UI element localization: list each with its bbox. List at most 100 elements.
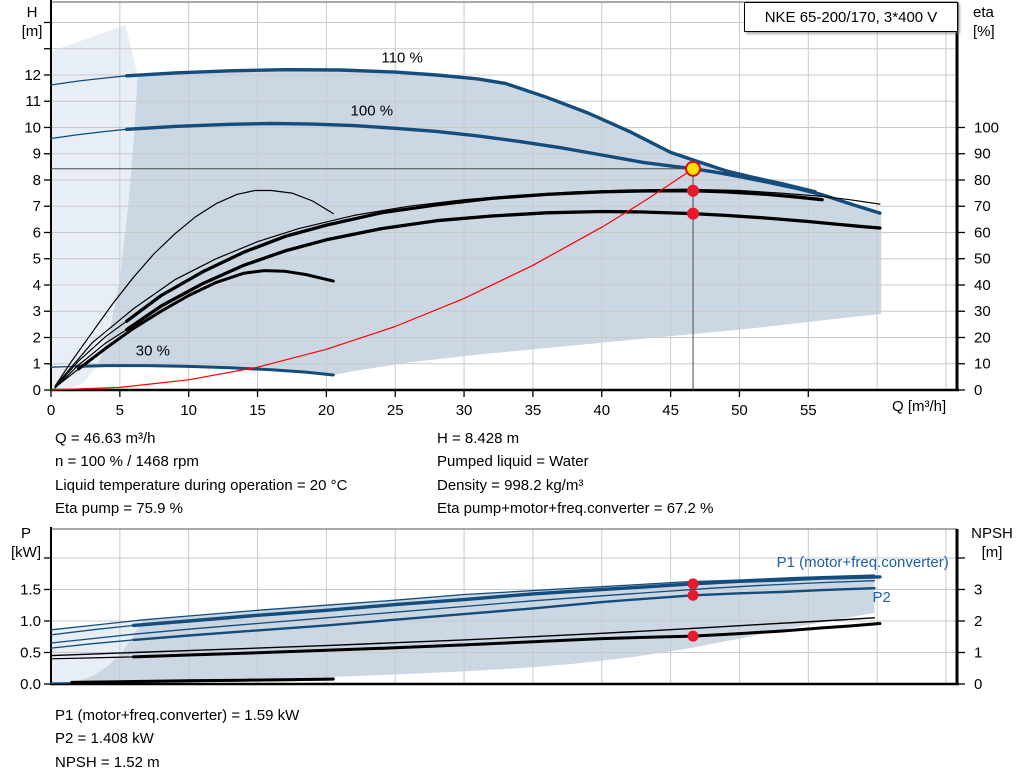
tick-label: 2 xyxy=(974,613,982,630)
speed-curve-100-ext xyxy=(50,128,128,140)
tick-label: 10 xyxy=(180,402,197,419)
duty-info-left: Q = 46.63 m³/h n = 100 % / 1468 rpm Liqu… xyxy=(55,427,347,521)
h-axis-symbol: H xyxy=(26,4,38,21)
tick-label: 12 xyxy=(24,67,41,84)
tick-label: 9 xyxy=(33,146,41,163)
info-density: Density = 998.2 kg/m³ xyxy=(437,476,584,494)
eta-total-ext xyxy=(54,329,128,389)
eta-axis-unit: [%] xyxy=(973,23,995,40)
info-pumped-liquid: Pumped liquid = Water xyxy=(437,453,589,471)
tick-label: 8 xyxy=(33,172,41,189)
pump-title-box: NKE 65-200/170, 3*400 V xyxy=(744,2,958,32)
p1-100-curve xyxy=(131,575,882,628)
tick-label: 5 xyxy=(116,402,124,419)
info-p2: P2 = 1.408 kW xyxy=(55,730,154,748)
operating-envelope xyxy=(97,69,882,375)
tick-label: 4 xyxy=(33,277,41,294)
curve-label: 100 % xyxy=(351,103,394,120)
tick-label: 3 xyxy=(33,303,41,320)
tick-label: 1.0 xyxy=(20,613,41,630)
tick-label: 80 xyxy=(974,172,991,189)
tick-label: 0 xyxy=(33,382,41,399)
h-axis-unit: [m] xyxy=(21,23,43,40)
npsh-point xyxy=(687,630,699,642)
eta-thin-tall xyxy=(54,189,334,387)
tick-label: 25 xyxy=(387,402,404,419)
tick-label: 90 xyxy=(974,146,991,163)
p2-110-curve xyxy=(50,580,876,644)
tick-label: 0.0 xyxy=(20,676,41,693)
tick-label: 45 xyxy=(662,402,679,419)
npsh-100-curve xyxy=(132,622,882,659)
tick-label: 60 xyxy=(974,224,991,241)
speed-curve-30 xyxy=(74,364,335,377)
tick-label: 40 xyxy=(593,402,610,419)
tick-label: 40 xyxy=(974,277,991,294)
tick-label: 50 xyxy=(731,402,748,419)
tick-label: 7 xyxy=(33,198,41,215)
tick-label: 35 xyxy=(525,402,542,419)
h-axis-label: H [m] xyxy=(12,3,52,41)
q-axis-label: Q [m³/h] xyxy=(892,398,947,415)
p-axis-label: P [kW] xyxy=(4,524,48,562)
speed-curve-110-ext xyxy=(50,75,128,86)
system-curve xyxy=(50,168,694,391)
tick-label: 55 xyxy=(800,402,817,419)
info-head: H = 8.428 m xyxy=(437,430,520,447)
npsh-axis-unit: [m] xyxy=(981,544,1003,561)
p1-100-ext xyxy=(50,624,135,636)
info-p1: P1 (motor+freq.converter) = 1.59 kW xyxy=(55,707,300,724)
tick-label: 70 xyxy=(974,198,991,215)
power-envelope xyxy=(71,575,875,683)
tick-label: 5 xyxy=(33,251,41,268)
eta-30-ext xyxy=(54,368,80,388)
p-axis-unit: [kW] xyxy=(11,544,41,561)
p1-point xyxy=(687,578,699,590)
tick-label: 6 xyxy=(33,224,41,241)
tick-label: 30 xyxy=(456,402,473,419)
info-npsh: NPSH = 1.52 m xyxy=(55,753,160,771)
duty-info-right: H = 8.428 m Pumped liquid = Water Densit… xyxy=(437,427,713,521)
power-info: P1 (motor+freq.converter) = 1.59 kW P2 =… xyxy=(55,704,299,774)
info-eta-total: Eta pump+motor+freq.converter = 67.2 % xyxy=(437,500,714,518)
eta-axis-symbol: eta xyxy=(973,4,994,21)
tick-label: 1 xyxy=(974,644,982,661)
tick-label: 1.5 xyxy=(20,581,41,598)
tick-label: 11 xyxy=(25,93,41,110)
npsh-100-ext xyxy=(50,656,135,660)
tick-label: 0.5 xyxy=(20,644,41,661)
info-speed: n = 100 % / 1468 rpm xyxy=(55,453,199,471)
curve-label: P1 (motor+freq.converter) xyxy=(777,554,949,571)
tick-label: 30 xyxy=(974,303,991,320)
eta-pump-ext xyxy=(54,320,128,388)
eta-30-curve xyxy=(77,269,335,371)
p2-point xyxy=(687,589,699,601)
info-eta-pump: Eta pump = 75.9 % xyxy=(55,500,183,518)
duty-point xyxy=(685,160,702,177)
tick-label: 100 xyxy=(974,119,999,136)
p-30-curve xyxy=(70,677,335,684)
speed-curve-100 xyxy=(124,121,882,215)
speed-curve-110 xyxy=(124,67,817,194)
npsh-110-curve xyxy=(50,617,876,657)
pump-title: NKE 65-200/170, 3*400 V xyxy=(764,8,938,26)
eta-total-curve xyxy=(125,209,882,332)
npsh-axis-symbol: NPSH xyxy=(971,525,1013,542)
tick-label: 0 xyxy=(47,402,55,419)
tick-label: 2 xyxy=(33,329,41,346)
eta-pump-curve xyxy=(125,189,824,323)
curve-label: P2 xyxy=(873,589,891,606)
curve-label: 110 % xyxy=(381,49,422,66)
tick-label: 10 xyxy=(974,356,991,373)
eta-axis-label: eta [%] xyxy=(973,3,995,41)
tick-label: 0 xyxy=(974,382,982,399)
tick-label: 1 xyxy=(33,356,41,373)
eta-total-point xyxy=(687,207,700,220)
tick-label: 0 xyxy=(974,676,982,693)
p-axis-symbol: P xyxy=(20,525,31,542)
tick-label: 20 xyxy=(318,402,335,419)
curve-label: 30 % xyxy=(136,342,170,359)
tick-label: 3 xyxy=(974,581,982,598)
